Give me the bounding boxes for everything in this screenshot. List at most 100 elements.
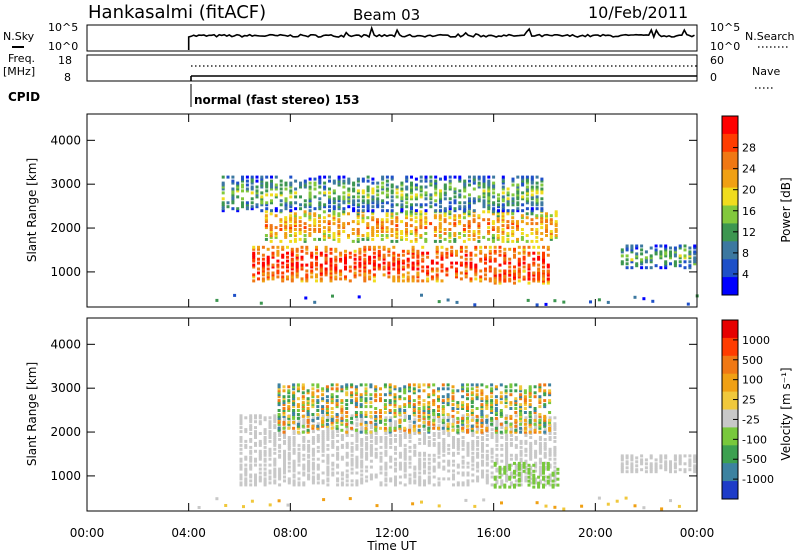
heatmap-cell — [480, 391, 484, 395]
heatmap-cell — [423, 471, 426, 475]
heatmap-cell — [250, 177, 254, 181]
heatmap-cell — [316, 395, 320, 399]
heatmap-cell — [480, 428, 484, 432]
heatmap-cell — [543, 405, 547, 409]
heatmap-cell — [688, 250, 692, 254]
heatmap-cell — [548, 479, 552, 483]
heatmap-cell — [382, 245, 386, 249]
heatmap-cell — [466, 453, 470, 457]
heatmap-cell — [332, 201, 336, 205]
heatmap-cell — [316, 401, 320, 405]
heatmap-cell — [466, 445, 470, 449]
heatmap-cell — [511, 199, 515, 203]
heatmap-cell — [254, 430, 257, 434]
heatmap-cell — [673, 456, 677, 460]
heatmap-cell — [337, 224, 341, 228]
heatmap-cell — [424, 193, 428, 197]
heatmap-cell — [491, 239, 495, 243]
heatmap-cell — [548, 420, 552, 424]
heatmap-cell — [411, 249, 415, 253]
heatmap-cell — [376, 224, 379, 228]
heatmap-cell — [318, 177, 322, 181]
heatmap-cell — [501, 214, 505, 218]
heatmap-cell — [258, 443, 262, 447]
heatmap-cell — [548, 422, 552, 426]
heatmap-cell — [673, 454, 677, 458]
heatmap-cell — [474, 267, 478, 271]
heatmap-cell — [543, 393, 547, 397]
heatmap-cell — [537, 483, 541, 487]
heatmap-cell — [417, 385, 421, 389]
heatmap-cell — [321, 453, 325, 457]
heatmap-cell — [432, 441, 436, 445]
heatmap-cell — [433, 239, 437, 243]
heatmap-cell — [640, 460, 644, 464]
heatmap-cell — [485, 473, 489, 477]
heatmap-cell — [441, 383, 445, 387]
heatmap-cell — [359, 403, 363, 407]
heatmap-cell — [522, 249, 526, 253]
heatmap-cell — [408, 383, 411, 387]
heatmap-cell — [390, 239, 394, 243]
heatmap-cell — [482, 181, 486, 185]
heatmap-cell — [255, 191, 259, 195]
nsky-panel — [86, 24, 698, 52]
heatmap-cell — [306, 420, 310, 424]
heatmap-cell — [326, 432, 330, 435]
heatmap-cell — [295, 269, 299, 273]
heatmap-cell — [620, 454, 624, 458]
heatmap-cell — [301, 385, 305, 389]
heatmap-cell — [423, 439, 426, 443]
heatmap-cell — [426, 279, 430, 283]
heatmap-cell — [511, 179, 515, 183]
heatmap-cell — [249, 439, 253, 443]
heatmap-cell — [383, 399, 387, 403]
heatmap-cell — [329, 273, 333, 277]
heatmap-cell — [252, 279, 256, 283]
heatmap-cell — [664, 246, 668, 250]
heatmap-cell — [485, 399, 489, 403]
heatmap-cell — [347, 187, 351, 191]
heatmap-cell — [493, 271, 497, 275]
heatmap-cell — [252, 275, 256, 279]
heatmap-cell — [336, 453, 340, 457]
heatmap-cell — [514, 443, 518, 447]
heatmap-cell — [281, 255, 285, 259]
heatmap-cell — [499, 395, 503, 399]
time-axis-label: Time UT — [366, 539, 417, 553]
heatmap-cell — [390, 220, 394, 224]
heatmap-cell — [302, 422, 306, 426]
heatmap-cell — [545, 224, 548, 228]
heatmap-cell — [276, 265, 280, 269]
heatmap-cell — [472, 218, 476, 222]
heatmap-cell — [271, 277, 275, 281]
heatmap-cell — [263, 479, 267, 483]
heatmap-cell — [485, 475, 489, 479]
heatmap-cell — [385, 218, 389, 222]
heatmap-cell — [467, 220, 471, 224]
heatmap-cell — [381, 199, 385, 203]
heatmap-cell — [410, 183, 413, 187]
heatmap-cell — [496, 216, 500, 220]
heatmap-cell — [542, 471, 545, 475]
heatmap-cell — [427, 428, 431, 432]
heatmap-cell — [448, 232, 452, 235]
heatmap-cell — [476, 453, 480, 457]
heatmap-cell — [244, 439, 248, 443]
heatmap-cell — [379, 439, 383, 443]
heatmap-cell — [359, 395, 363, 399]
heatmap-cell — [281, 279, 285, 283]
heatmap-cell — [503, 269, 507, 273]
heatmap-cell — [302, 483, 306, 487]
heatmap-cell — [509, 393, 513, 397]
heatmap-cell — [252, 257, 256, 261]
heatmap-cell — [427, 430, 431, 434]
heatmap-cell — [554, 214, 558, 218]
heatmap-cell — [476, 439, 480, 443]
heatmap-cell — [481, 453, 484, 457]
heatmap-cell — [249, 449, 253, 453]
heatmap-cell — [480, 405, 484, 409]
heatmap-cell — [296, 389, 300, 393]
heatmap-cell — [263, 418, 267, 422]
heatmap-cell — [345, 428, 349, 432]
